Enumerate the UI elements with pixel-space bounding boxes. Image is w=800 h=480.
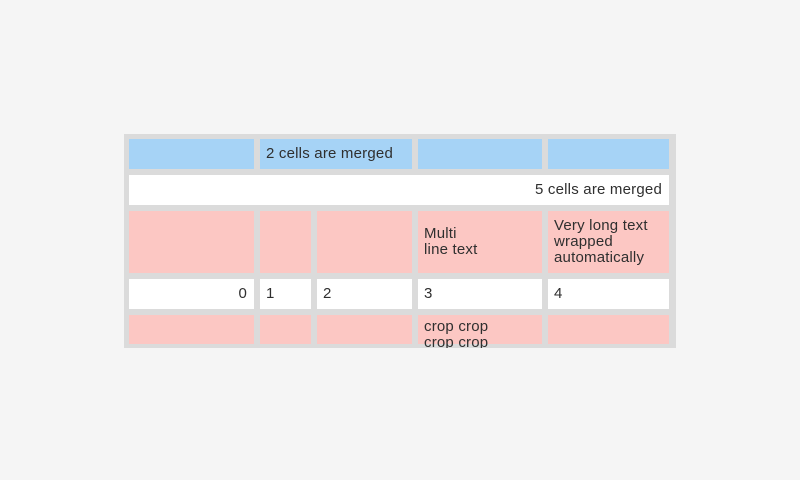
- table-cell-r5c1[interactable]: [129, 315, 254, 344]
- table-cell-r3c4[interactable]: Multi line text: [418, 211, 542, 273]
- table-cell-r3c3[interactable]: [317, 211, 412, 273]
- table-cell-r5c4[interactable]: crop crop crop crop: [418, 315, 542, 348]
- table-cell-r1c4[interactable]: [418, 139, 542, 169]
- table-cell-r1c2-merged-2[interactable]: 2 cells are merged: [260, 139, 412, 169]
- table-cell-r3c5[interactable]: Very long text wrapped automatically: [548, 211, 669, 273]
- cell-text: 3: [424, 285, 433, 302]
- table-cell-r1c1[interactable]: [129, 139, 254, 169]
- table-cell-r4c3[interactable]: 2: [317, 279, 412, 309]
- table-cell-r5c3[interactable]: [317, 315, 412, 344]
- cell-text: 1: [266, 285, 275, 302]
- table-cell-r2c1-merged-5[interactable]: 5 cells are merged: [129, 175, 669, 205]
- table-cell-r3c2[interactable]: [260, 211, 311, 273]
- table-cell-r3c1[interactable]: [129, 211, 254, 273]
- table-cell-r5c5[interactable]: [548, 315, 669, 344]
- table-cell-r4c1[interactable]: 0: [129, 279, 254, 309]
- table-cell-r4c4[interactable]: 3: [418, 279, 542, 309]
- cell-text: Very long text wrapped automatically: [554, 217, 648, 266]
- cell-text: 5 cells are merged: [535, 181, 662, 198]
- cell-text: Multi line text: [424, 225, 478, 258]
- table-cell-r5c2[interactable]: [260, 315, 311, 344]
- cell-text: 4: [554, 285, 563, 302]
- cell-text: 2 cells are merged: [266, 145, 393, 162]
- cell-text: 0: [238, 285, 247, 302]
- merged-cells-table: 2 cells are merged 5 cells are merged Mu…: [124, 134, 676, 348]
- table-cell-r4c2[interactable]: 1: [260, 279, 311, 309]
- table-cell-r1c5[interactable]: [548, 139, 669, 169]
- cell-text: crop crop crop crop: [424, 318, 489, 349]
- table-cell-r4c5[interactable]: 4: [548, 279, 669, 309]
- cell-text: 2: [323, 285, 332, 302]
